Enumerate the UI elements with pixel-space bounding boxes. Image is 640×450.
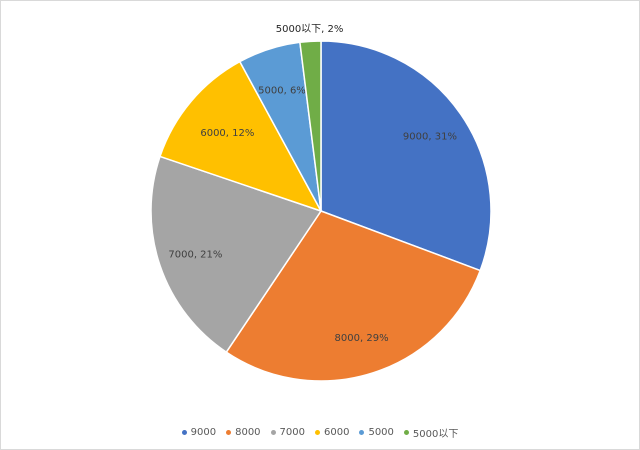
data-label-5000以下: 5000以下, 2% — [276, 24, 344, 35]
legend-swatch — [403, 430, 409, 435]
data-label-5000: 5000, 6% — [258, 86, 306, 97]
legend-label: 6000 — [324, 427, 350, 438]
legend-item-8000: 8000 — [226, 425, 261, 440]
legend-label: 5000 — [368, 427, 394, 438]
legend-swatch — [359, 430, 365, 435]
legend-item-5000: 5000 — [359, 425, 394, 440]
data-label-6000: 6000, 12% — [200, 128, 254, 139]
legend-swatch — [315, 430, 320, 435]
legend-swatch — [270, 430, 276, 435]
data-label-9000: 9000, 31% — [403, 131, 457, 142]
legend-item-6000: 6000 — [315, 425, 349, 440]
legend-label: 7000 — [279, 427, 305, 438]
pie-slice-7000 — [150, 155, 323, 354]
legend-swatch — [181, 430, 187, 435]
legend-swatch — [226, 430, 232, 435]
pie-slice-8000 — [225, 210, 482, 382]
legend-item-7000: 7000 — [270, 425, 305, 440]
pie-chart: 9000, 31% 8000, 29% 7000, 21% 6000, 12% 5000… — [150, 24, 492, 382]
data-label-7000: 7000, 21% — [168, 250, 222, 261]
data-label-8000: 8000, 29% — [335, 333, 389, 344]
pie-slice-9000 — [320, 40, 492, 272]
legend: 9000 8000 7000 6000 5000 5000以下 — [1, 425, 639, 440]
legend-item-5000-below: 5000以下 — [403, 425, 459, 440]
legend-label: 9000 — [190, 427, 217, 438]
legend-label: 8000 — [235, 427, 261, 438]
legend-label: 5000以下 — [412, 429, 459, 440]
legend-item-9000: 9000 — [181, 425, 217, 440]
pie-slice-5000以下 — [299, 40, 322, 212]
pie-slice-6000 — [159, 60, 323, 213]
